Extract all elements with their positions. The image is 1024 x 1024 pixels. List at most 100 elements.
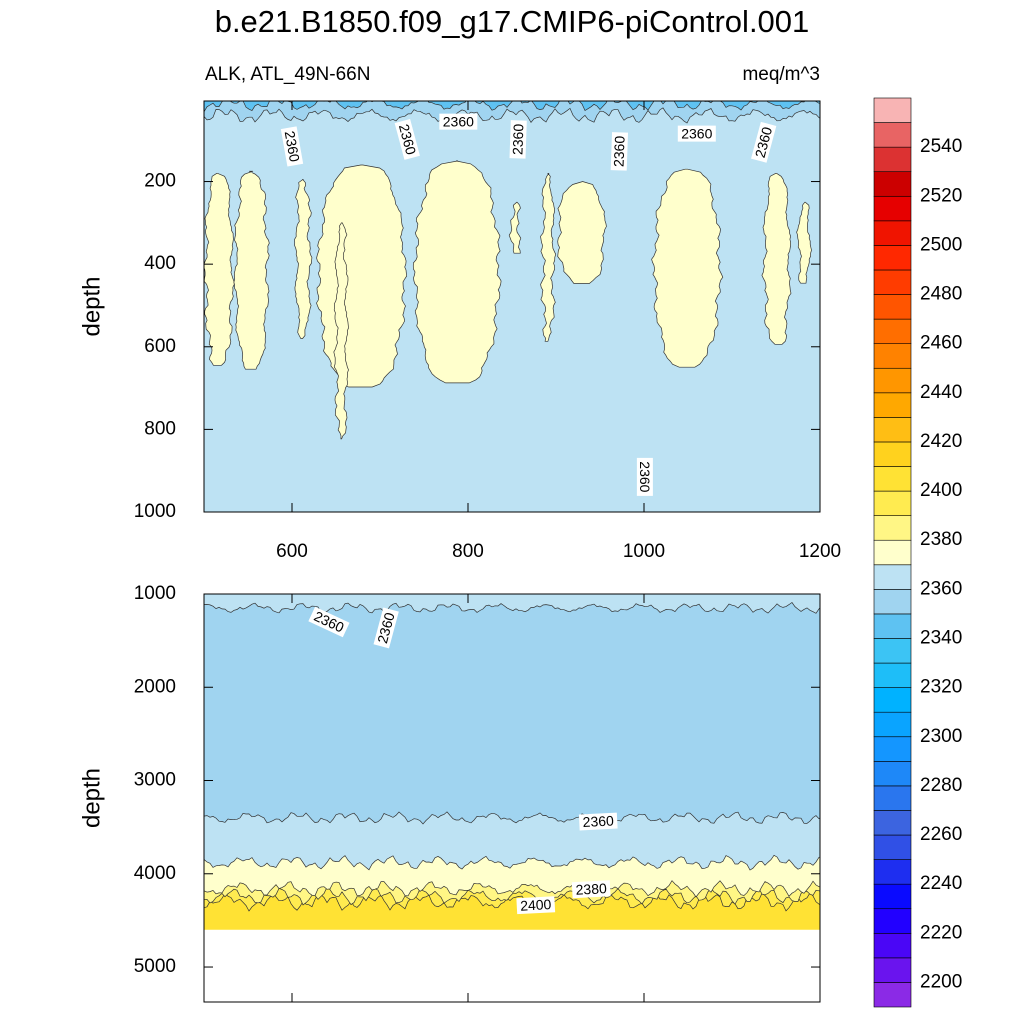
colorbar-box (873, 294, 912, 320)
contour-label-bg (636, 457, 653, 496)
colorbar-label: 2200 (920, 971, 962, 992)
contour-region (761, 172, 792, 345)
contour-region (294, 179, 313, 339)
contour-line (204, 602, 820, 614)
contour-label-text: 2360 (611, 135, 628, 167)
contour-label: 2360 (578, 812, 618, 831)
colorbar-label: 2440 (920, 382, 962, 403)
colorbar-box (873, 269, 912, 295)
contour-label: 2360 (677, 125, 716, 142)
colorbar-box (873, 908, 912, 934)
colorbar-label: 2240 (920, 873, 962, 894)
y-axis-label: depth (78, 768, 105, 828)
contour-label: 2360 (280, 126, 304, 167)
colorbar-box (873, 859, 912, 885)
colorbar-box (873, 417, 912, 443)
x-tick-label: 600 (276, 541, 308, 562)
contour-region (333, 222, 349, 440)
colorbar-box (873, 515, 912, 541)
colorbar-box (873, 662, 912, 688)
contour-label-text: 2380 (575, 880, 607, 898)
contour-label-bg (677, 125, 716, 142)
contour-region (412, 160, 502, 384)
plot-frame (203, 593, 821, 1003)
contour-fill (204, 594, 820, 614)
colorbar-label: 2360 (920, 578, 962, 599)
colorbar-label: 2540 (920, 136, 962, 157)
colorbar-box (873, 711, 912, 738)
colorbar-box (873, 539, 912, 566)
subtitle-right: meq/m^3 (742, 64, 820, 85)
contour-label-text: 2360 (509, 123, 526, 155)
colorbar-box (873, 466, 912, 492)
colorbar-label: 2340 (920, 628, 962, 649)
contour-label: 2360 (394, 118, 420, 160)
contour-fill (204, 101, 820, 112)
colorbar-label: 2300 (920, 726, 962, 747)
contour-label-bg (439, 113, 478, 130)
contour-label-bg (394, 118, 420, 160)
colorbar-box (873, 785, 912, 811)
contour-label-bg (516, 896, 556, 915)
contour-line (204, 101, 820, 113)
colorbar-box (873, 834, 912, 860)
y-tick-label: 400 (144, 253, 176, 274)
colorbar-box (873, 613, 912, 639)
y-tick-label: 800 (144, 418, 176, 439)
contour-line (204, 107, 820, 124)
colorbar-label: 2380 (920, 529, 962, 550)
contour-region (204, 172, 235, 366)
contour-fill (204, 594, 820, 824)
contour-label-text: 2360 (396, 122, 420, 156)
colorbar-box (873, 245, 912, 271)
y-tick-label: 600 (144, 336, 176, 357)
x-tick-label: 1000 (623, 541, 665, 562)
contour-label-text: 2360 (681, 125, 712, 141)
contour-region (316, 164, 408, 388)
colorbar-box (873, 761, 912, 787)
colorbar-label: 2520 (920, 185, 962, 206)
plot-area (204, 101, 820, 512)
contour-region (233, 170, 270, 370)
colorbar-box (873, 97, 912, 123)
colorbar-box (873, 146, 912, 173)
contour-label-bg (571, 880, 611, 899)
contour-label-text: 2360 (637, 461, 653, 492)
x-tick-label: 1200 (799, 541, 841, 562)
y-axis-label: depth (78, 276, 105, 336)
contour-label: 2360 (509, 120, 527, 159)
contour-label-text: 2360 (282, 130, 303, 164)
colorbar-label: 2420 (920, 431, 962, 452)
colorbar-box (873, 220, 912, 246)
contour-line (204, 880, 820, 898)
colorbar-box (873, 957, 912, 983)
y-tick-label: 200 (144, 171, 176, 192)
colorbar-label: 2400 (920, 480, 962, 501)
contour-label-text: 2400 (520, 896, 552, 914)
contour-label: 2400 (516, 896, 556, 915)
y-tick-label: 4000 (134, 863, 176, 884)
plot-frame (203, 100, 821, 513)
contour-label-bg (751, 121, 777, 163)
colorbar-box (873, 564, 912, 590)
colorbar-box (873, 318, 912, 344)
colorbar-box (873, 932, 912, 959)
x-tick-label: 800 (452, 541, 484, 562)
colorbar-box (873, 589, 912, 615)
contour-label-bg (280, 126, 304, 167)
colorbar-box (873, 687, 912, 713)
y-tick-label: 1000 (134, 501, 176, 522)
contour-label-text: 2360 (752, 125, 776, 159)
contour-region (540, 172, 557, 342)
y-tick-label: 3000 (134, 770, 176, 791)
contour-line (204, 811, 820, 825)
contour-label: 2360 (636, 457, 653, 496)
colorbar-box (873, 441, 912, 467)
plot-area (204, 594, 820, 930)
contour-label: 2360 (751, 121, 777, 163)
colorbar-label: 2260 (920, 824, 962, 845)
colorbar-box (873, 122, 912, 148)
colorbar-box (873, 343, 912, 369)
